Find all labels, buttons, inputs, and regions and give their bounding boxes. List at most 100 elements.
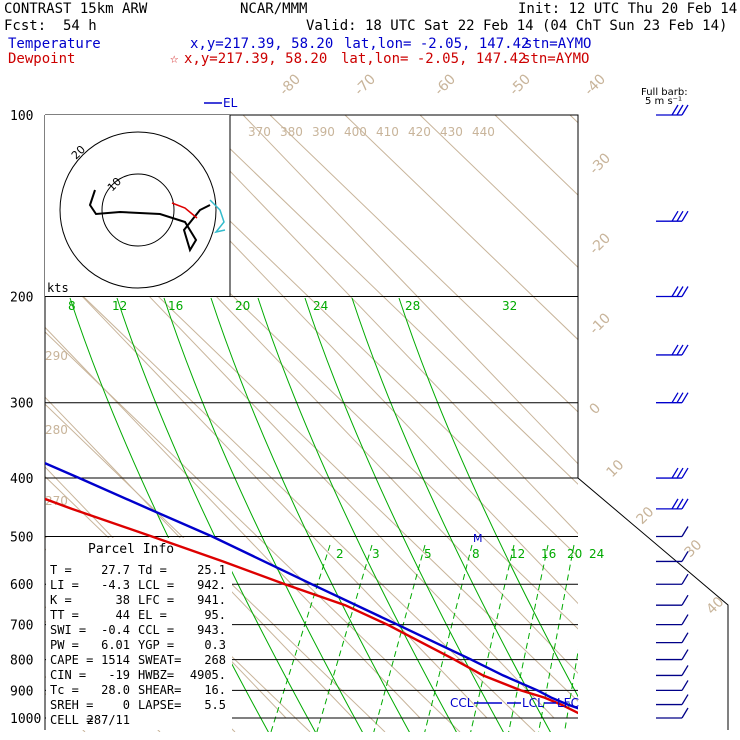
moist-adiabat-label: 24: [313, 299, 328, 313]
parcel-value: 28.0: [101, 683, 130, 697]
moist-adiabat: [351, 297, 551, 732]
hodograph-storm-motion: [171, 202, 198, 219]
pressure-tick-label: 400: [10, 472, 33, 487]
parcel-label: SHEAR=: [138, 683, 181, 697]
wind-barb-feather: [681, 649, 689, 660]
mixing-ratio-label: 5: [424, 547, 432, 561]
isotherm-tick-label: 40: [704, 594, 728, 618]
temperature-latlon: lat,lon= -2.05, 147.42: [344, 36, 530, 52]
isotherm-tick-label: -20: [587, 230, 614, 257]
parcel-value: 5.5: [204, 698, 226, 712]
valid-time: Valid: 18 UTC Sat 22 Feb 14 (04 ChT Sun …: [306, 18, 728, 34]
wind-barb-feather: [671, 344, 679, 356]
pressure-tick-label: 100: [10, 109, 33, 124]
theta-e-label: 380: [280, 125, 303, 139]
dewpoint-xy: x,y=217.39, 58.20: [184, 51, 328, 67]
isotherm-tick-label: -30: [587, 150, 614, 177]
wind-barb-feather: [671, 286, 679, 297]
moist-adiabat: [398, 297, 578, 698]
dry-adiabat-line: [45, 331, 461, 732]
mixing-ratio-label: 12: [510, 547, 525, 561]
pressure-tick-label: 700: [10, 619, 33, 634]
moist-adiabat: [69, 297, 269, 732]
moist-adiabat-label: 12: [112, 299, 127, 313]
parcel-label: CIN =: [50, 668, 86, 682]
isotherm-tick-label: -50: [507, 71, 534, 98]
isotherm-line: [175, 115, 578, 535]
temperature-trace: [45, 461, 578, 710]
dry-adiabat-line: [45, 258, 536, 732]
parcel-value: 25.1: [197, 563, 226, 577]
theta-e-label: 410: [376, 125, 399, 139]
wind-barb-feather: [681, 498, 689, 510]
theta-e-label: 440: [472, 125, 495, 139]
fcst-label: Fcst:: [4, 18, 47, 34]
mixing-ratio-line: [563, 648, 578, 732]
dry-adiabat-line: [269, 115, 578, 413]
moist-adiabat: [210, 297, 410, 732]
parcel-label: CCL =: [138, 623, 174, 637]
lcl-label: LCL: [522, 696, 544, 710]
parcel-panel-bg: [46, 538, 232, 730]
isotherm-tick-label: -10: [587, 310, 614, 337]
parcel-label: SREH =: [50, 698, 93, 712]
wind-barb-feather: [681, 286, 689, 297]
dry-adiabat-line: [569, 115, 578, 124]
wind-barb-feather: [676, 467, 684, 479]
wind-barb-feather: [671, 498, 679, 510]
wind-barb-feather: [681, 680, 689, 691]
parcel-value: 943.: [197, 623, 226, 637]
wind-barb-feather: [681, 467, 689, 479]
mixing-ratio-label: 20: [567, 547, 582, 561]
mixing-ratio-label: 3: [372, 547, 380, 561]
parcel-value: 0.3: [204, 638, 226, 652]
hodograph-units: kts: [47, 281, 69, 295]
parcel-label: SWI =: [50, 623, 86, 637]
hodograph-ring-outer: [59, 131, 217, 289]
parcel-value: 1514: [101, 653, 130, 667]
plot-frame: [45, 114, 729, 730]
moist-adiabat-label: 28: [405, 299, 420, 313]
isotherm-tick-label: 20: [634, 504, 658, 528]
wind-barb-feather: [681, 594, 689, 606]
center-name: NCAR/MMM: [240, 1, 308, 17]
wind-barb-feather: [681, 665, 689, 676]
el-label: EL: [223, 96, 238, 110]
ccl-label: CCL: [450, 696, 474, 710]
wind-barb-feather: [681, 551, 689, 562]
isotherm-tick-label: 10: [604, 457, 628, 481]
dry-adiabat-line: [344, 115, 578, 341]
parcel-label: CELL =: [50, 713, 93, 727]
parcel-value: -0.4: [101, 623, 130, 637]
parcel-label: LAPSE=: [138, 698, 181, 712]
parcel-value: 287/11: [87, 713, 130, 727]
pressure-tick-label: 600: [10, 578, 33, 593]
dewpoint-trace: [45, 497, 578, 715]
temperature-legend: Temperature: [8, 36, 101, 52]
fcst-value: 54 h: [63, 18, 97, 34]
parcel-value: 6.01: [101, 638, 130, 652]
dewpoint-legend: Dewpoint: [8, 51, 76, 67]
parcel-value: 941.: [197, 593, 226, 607]
wind-barb-feather: [681, 104, 689, 116]
temperature-xy: x,y=217.39, 58.20: [190, 36, 334, 52]
parcel-label: LFC =: [138, 593, 174, 607]
isotherm-tick-label: -80: [277, 71, 304, 98]
dry-adiabat-line: [419, 115, 578, 269]
dry-adiabat-line: [720, 115, 740, 732]
parcel-value: 16.: [204, 683, 226, 697]
init-time: Init: 12 UTC Thu 20 Feb 14: [518, 1, 738, 17]
parcel-label: T =: [50, 563, 72, 577]
moist-adiabat-label: 20: [235, 299, 250, 313]
dry-adiabat-line: [0, 115, 10, 732]
isotherm-line: [45, 326, 421, 719]
wind-barb-feather: [676, 392, 684, 404]
wind-barb-feather: [681, 707, 689, 719]
parcel-title: Parcel Info: [88, 542, 174, 557]
parcel-label: Td =: [138, 563, 167, 577]
parcel-label: Tc =: [50, 683, 79, 697]
dewpoint-marker: ☆: [170, 51, 179, 67]
barb-units: 5 m s⁻¹: [645, 96, 682, 107]
parcel-label: CAPE =: [50, 653, 93, 667]
